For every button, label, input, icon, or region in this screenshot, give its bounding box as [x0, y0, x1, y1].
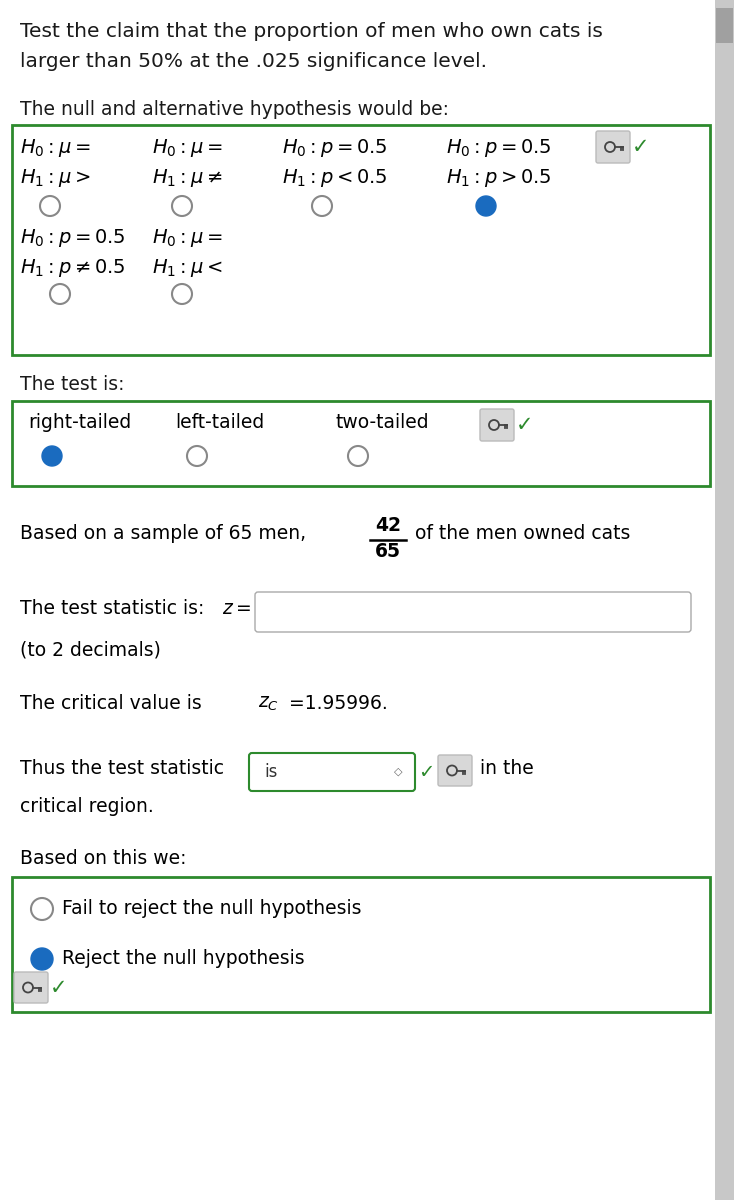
Text: (to 2 decimals): (to 2 decimals) — [20, 641, 161, 660]
Text: $H_1:p<0.5$: $H_1:p<0.5$ — [282, 167, 388, 188]
Text: is: is — [264, 763, 277, 781]
Text: in the: in the — [474, 758, 534, 778]
Circle shape — [476, 196, 496, 216]
Text: Fail to reject the null hypothesis: Fail to reject the null hypothesis — [62, 899, 362, 918]
Text: critical region.: critical region. — [20, 797, 153, 816]
Text: larger than 50% at the .025 significance level.: larger than 50% at the .025 significance… — [20, 52, 487, 71]
FancyBboxPatch shape — [255, 592, 691, 632]
Text: $H_0:\mu=$: $H_0:\mu=$ — [152, 227, 222, 248]
Text: $H_0:\mu=$: $H_0:\mu=$ — [152, 137, 222, 158]
Text: $H_1:p\neq0.5$: $H_1:p\neq0.5$ — [20, 257, 126, 278]
Text: ✓: ✓ — [418, 762, 435, 781]
Text: 42: 42 — [375, 516, 401, 535]
Text: ✓: ✓ — [632, 137, 650, 157]
Circle shape — [31, 948, 53, 970]
Text: ✓: ✓ — [50, 978, 68, 998]
Text: two-tailed: two-tailed — [335, 413, 429, 432]
Text: $H_1:\mu<$: $H_1:\mu<$ — [152, 257, 222, 278]
FancyBboxPatch shape — [14, 972, 48, 1003]
Text: $z =$: $z =$ — [222, 599, 251, 618]
Text: The test statistic is:: The test statistic is: — [20, 599, 211, 618]
Text: $H_1:\mu>$: $H_1:\mu>$ — [20, 167, 90, 188]
Text: $H_0:p=0.5$: $H_0:p=0.5$ — [282, 137, 388, 158]
FancyBboxPatch shape — [596, 131, 630, 163]
Text: right-tailed: right-tailed — [28, 413, 131, 432]
FancyBboxPatch shape — [438, 755, 472, 786]
Text: Thus the test statistic: Thus the test statistic — [20, 758, 224, 778]
Text: $H_0:\mu=$: $H_0:\mu=$ — [20, 137, 90, 158]
Text: The test is:: The test is: — [20, 374, 125, 394]
Text: of the men owned cats: of the men owned cats — [415, 524, 631, 542]
Text: Based on a sample of 65 men,: Based on a sample of 65 men, — [20, 524, 306, 542]
Bar — [716, 8, 733, 43]
FancyBboxPatch shape — [480, 409, 514, 440]
Bar — [715, 0, 734, 1200]
Bar — [12, 401, 710, 486]
Text: left-tailed: left-tailed — [175, 413, 264, 432]
Text: $H_1:\mu\neq$: $H_1:\mu\neq$ — [152, 167, 222, 188]
Circle shape — [42, 446, 62, 466]
Text: 65: 65 — [375, 542, 401, 560]
Text: $H_0:p=0.5$: $H_0:p=0.5$ — [446, 137, 552, 158]
Text: Test the claim that the proportion of men who own cats is: Test the claim that the proportion of me… — [20, 22, 603, 41]
Text: The critical value is: The critical value is — [20, 694, 208, 713]
Bar — [12, 125, 710, 355]
Text: $H_0:p=0.5$: $H_0:p=0.5$ — [20, 227, 126, 248]
Text: $z_C$: $z_C$ — [258, 694, 279, 713]
Text: $H_1:p>0.5$: $H_1:p>0.5$ — [446, 167, 552, 188]
Text: The null and alternative hypothesis would be:: The null and alternative hypothesis woul… — [20, 100, 449, 119]
Text: Based on this we:: Based on this we: — [20, 850, 186, 868]
Text: ◇: ◇ — [393, 767, 402, 778]
Bar — [12, 877, 710, 1012]
Text: Reject the null hypothesis: Reject the null hypothesis — [62, 949, 305, 968]
FancyBboxPatch shape — [249, 754, 415, 791]
Text: =1.95996.: =1.95996. — [283, 694, 388, 713]
Text: ✓: ✓ — [516, 415, 534, 434]
